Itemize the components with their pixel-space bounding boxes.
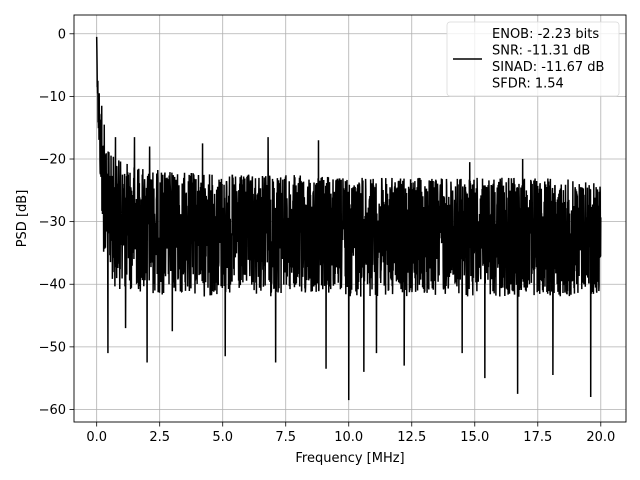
x-tick-label: 20.0 (586, 430, 615, 445)
x-tick-label: 7.5 (275, 430, 296, 445)
y-tick-label: −30 (39, 215, 66, 230)
y-tick-label: −20 (39, 153, 66, 168)
y-tick-label: −50 (39, 340, 66, 355)
plot-frame (73, 14, 627, 423)
legend-entry: SINAD: -11.67 dB (492, 60, 604, 75)
x-tick-label: 15.0 (460, 430, 489, 445)
y-tick-label: −60 (39, 403, 66, 418)
legend-box (446, 21, 620, 97)
legend-label: ENOB: -2.23 bits SNR: -11.31 dB SINAD: -11… (492, 27, 604, 92)
x-tick-label: 17.5 (523, 430, 552, 445)
x-tick-label: 2.5 (149, 430, 170, 445)
psd-line (95, 36, 602, 401)
axis-ticks: 0.0 2.5 5.0 7.5 10.0 12.5 15.0 17.5 20.0 0 −10 −20 −… (39, 27, 616, 445)
x-tick-label: 5.0 (212, 430, 233, 445)
y-tick-label: −10 (39, 90, 66, 105)
x-axis-label: Frequency [MHz] (295, 451, 404, 466)
legend-entry: ENOB: -2.23 bits (492, 27, 599, 42)
y-tick-label: −40 (39, 278, 66, 293)
legend: ENOB: -2.23 bits SNR: -11.31 dB SINAD: -11… (446, 21, 620, 97)
x-tick-label: 0.0 (86, 430, 107, 445)
y-tick-label: 0 (58, 27, 66, 42)
x-tick-label: 12.5 (397, 430, 426, 445)
legend-entry: SNR: -11.31 dB (492, 44, 590, 59)
y-axis-label: PSD [dB] (15, 190, 30, 248)
x-tick-label: 10.0 (334, 430, 363, 445)
psd-series (95, 36, 602, 401)
legend-entry: SFDR: 1.54 (492, 77, 564, 92)
